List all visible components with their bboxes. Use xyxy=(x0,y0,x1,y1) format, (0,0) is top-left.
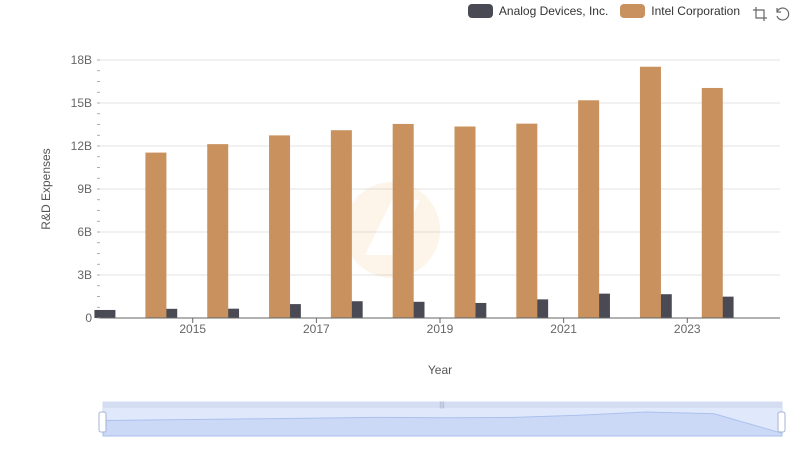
x-tick-label: 2019 xyxy=(427,322,454,336)
x-tick-label: 2021 xyxy=(550,322,577,336)
legend-item-analog-devices[interactable]: Analog Devices, Inc. xyxy=(467,4,609,18)
slider-preview-area xyxy=(102,411,783,437)
bar-intel-2020[interactable] xyxy=(516,123,538,318)
bar-intel-2015[interactable] xyxy=(207,144,229,318)
y-tick-label: 6B xyxy=(77,225,92,239)
y-tick-label: 0 xyxy=(85,311,92,325)
legend-label-analog-devices: Analog Devices, Inc. xyxy=(498,4,609,18)
y-tick-label: 9B xyxy=(77,182,92,196)
axes: 0 3B 6B 9B 12B 15B 18B 2015 2017 2019 2021 2023 xyxy=(71,53,780,336)
y-tick-label: 12B xyxy=(71,139,92,153)
slider-grip-icon[interactable]: ||| xyxy=(439,402,445,409)
legend-swatch-intel xyxy=(620,4,646,18)
bar-intel-2022[interactable] xyxy=(639,66,661,318)
legend-label-intel: Intel Corporation xyxy=(651,4,740,18)
legend-swatch-analog-devices xyxy=(467,4,493,18)
x-tick-label: 2017 xyxy=(303,322,330,336)
bar-analog-devices-2016[interactable] xyxy=(218,308,240,318)
restore-icon[interactable] xyxy=(774,6,790,22)
legend: Analog Devices, Inc. Intel Corporation xyxy=(467,4,740,18)
zoom-icon[interactable] xyxy=(752,6,768,22)
bar-intel-2019[interactable] xyxy=(454,126,476,318)
bar-analog-devices-2014[interactable] xyxy=(94,309,116,318)
slider-left-handle[interactable] xyxy=(98,411,107,433)
bar-intel-2016[interactable] xyxy=(269,135,291,318)
bar-intel-2018[interactable] xyxy=(392,123,414,318)
bar-intel-2021[interactable] xyxy=(578,100,600,318)
data-zoom-slider[interactable]: ||| xyxy=(98,401,786,437)
y-tick-label: 18B xyxy=(71,53,92,67)
bar-intel-2014[interactable] xyxy=(145,152,167,318)
slider-right-handle[interactable] xyxy=(777,411,786,433)
x-axis-label: Year xyxy=(428,363,452,377)
bar-intel-2023[interactable] xyxy=(701,87,723,318)
x-tick-label: 2023 xyxy=(674,322,701,336)
bar-intel-2017[interactable] xyxy=(330,130,352,318)
y-tick-label: 3B xyxy=(77,268,92,282)
bars xyxy=(94,66,734,318)
grid-lines xyxy=(100,59,780,276)
bar-analog-devices-2015[interactable] xyxy=(156,308,178,318)
x-tick-label: 2015 xyxy=(179,322,206,336)
y-tick-label: 15B xyxy=(71,96,92,110)
logo-watermark xyxy=(344,182,440,278)
y-axis-label: R&D Expenses xyxy=(39,148,53,229)
slider-top-bar[interactable] xyxy=(103,402,782,408)
toolbox xyxy=(752,6,790,22)
legend-item-intel[interactable]: Intel Corporation xyxy=(620,4,740,18)
